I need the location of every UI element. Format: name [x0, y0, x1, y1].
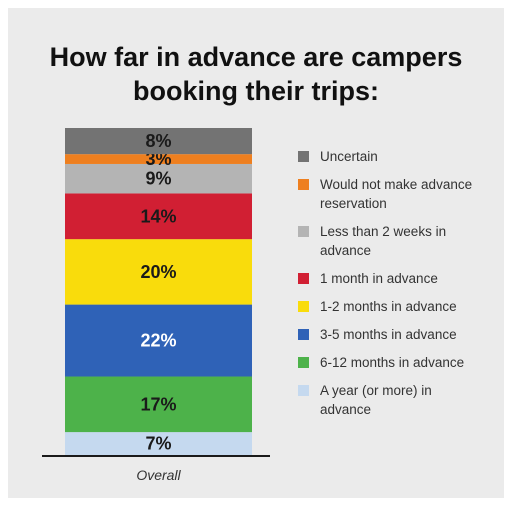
stacked-bar-chart: 7%17%22%20%14%9%3%8%Overall — [42, 128, 270, 483]
legend-item: Would not make advance reservation — [298, 175, 485, 213]
legend-item: Less than 2 weeks in advance — [298, 222, 485, 260]
bar-segment-label-4: 14% — [140, 206, 176, 226]
legend-swatch — [298, 357, 309, 368]
legend-swatch — [298, 151, 309, 162]
legend-item: 6-12 months in advance — [298, 353, 485, 372]
legend-label: 3-5 months in advance — [320, 327, 457, 342]
bar-segment-label-3: 20% — [140, 262, 176, 282]
legend-label: A year (or more) in advance — [320, 383, 432, 417]
legend-item: 1 month in advance — [298, 269, 485, 288]
legend-label: 6-12 months in advance — [320, 355, 465, 370]
legend-label: Uncertain — [320, 149, 378, 164]
bar-segment-2 — [65, 304, 252, 377]
legend-item: 3-5 months in advance — [298, 325, 485, 344]
bar-segment-1 — [65, 376, 252, 433]
legend-label: Less than 2 weeks in advance — [320, 224, 447, 258]
legend-label: 1 month in advance — [320, 271, 438, 286]
bar-segment-label-0: 7% — [145, 434, 171, 454]
legend-label: 1-2 months in advance — [320, 299, 457, 314]
bar-segment-5 — [65, 163, 252, 194]
bar-segment-label-7: 8% — [145, 131, 171, 151]
legend-label: Would not make advance reservation — [320, 177, 473, 211]
chart-title-line-1: How far in advance are campers — [49, 42, 463, 72]
legend-item: 1-2 months in advance — [298, 297, 485, 316]
bar-segment-4 — [65, 193, 252, 240]
bar-segment-3 — [65, 239, 252, 305]
x-category-label: Overall — [136, 467, 181, 483]
legend-swatch — [298, 329, 309, 340]
bar-segment-7 — [65, 128, 252, 155]
legend-swatch — [298, 226, 309, 237]
bar-segment-6 — [65, 154, 252, 164]
legend-swatch — [298, 273, 309, 284]
legend-swatch — [298, 179, 309, 190]
legend-swatch — [298, 301, 309, 312]
chart-card: How far in advance are campers booking t… — [8, 8, 504, 498]
bar-segment-label-1: 17% — [140, 394, 176, 414]
chart-title: How far in advance are campers booking t… — [8, 40, 504, 108]
legend-item: A year (or more) in advance — [298, 381, 485, 419]
legend-item: Uncertain — [298, 147, 485, 166]
bar-segment-label-2: 22% — [140, 331, 176, 351]
chart-title-line-2: booking their trips: — [133, 76, 379, 106]
legend-swatch — [298, 385, 309, 396]
bar-segment-label-5: 9% — [145, 169, 171, 189]
bar-segment-0 — [65, 432, 252, 455]
